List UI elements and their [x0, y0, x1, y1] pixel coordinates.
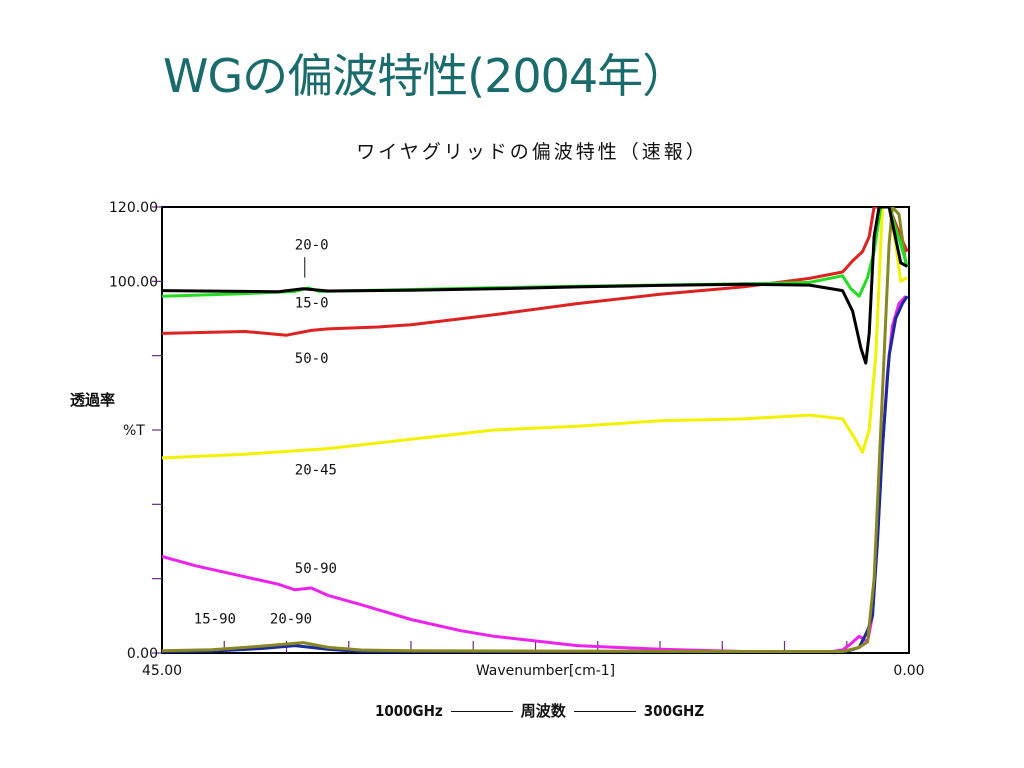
series-annotation: 20-0	[295, 238, 329, 254]
series-line-15-90	[162, 295, 909, 653]
series-line-20-0	[162, 207, 909, 365]
series-annotation: 20-90	[270, 611, 312, 627]
series-annotation: 20-45	[295, 463, 337, 479]
x-tick-label: 45.00	[142, 663, 182, 679]
footer-right-label: 300GHZ	[643, 702, 705, 720]
series-line-15-0	[162, 207, 909, 298]
footer-dash-left	[450, 711, 513, 712]
y-axis-unit: %T	[123, 423, 145, 439]
chart-title: ワイヤグリッドの偏波特性（速報）	[356, 141, 708, 163]
series-annotation: 15-90	[194, 611, 236, 627]
y-tick-label: 0.00	[127, 646, 158, 662]
series-line-20-90	[162, 207, 908, 653]
series-annotation: 50-0	[295, 351, 329, 367]
footer-center-label: 周波数	[520, 702, 566, 720]
y-tick-label: 100.00	[109, 274, 158, 290]
plot-frame	[161, 206, 910, 654]
x-axis-label: Wavenumber[cm-1]	[476, 663, 615, 679]
series-annotation: 15-0	[295, 295, 329, 311]
series-annotation: 50-90	[295, 561, 337, 577]
series-line-50-0	[162, 207, 909, 337]
footer-left-label: 1000GHz	[375, 702, 443, 720]
footer-dash-right	[573, 711, 636, 712]
frequency-footer: 1000GHz 周波数 300GHZ	[375, 700, 704, 721]
y-tick-label: 120.00	[109, 200, 158, 216]
series-line-50-90	[162, 295, 907, 653]
slide-title: WGの偏波特性(2004年）	[163, 49, 688, 103]
x-tick-label: 0.00	[893, 663, 924, 679]
series-line-20-45	[162, 207, 909, 460]
y-axis-label: 透過率	[70, 391, 116, 409]
